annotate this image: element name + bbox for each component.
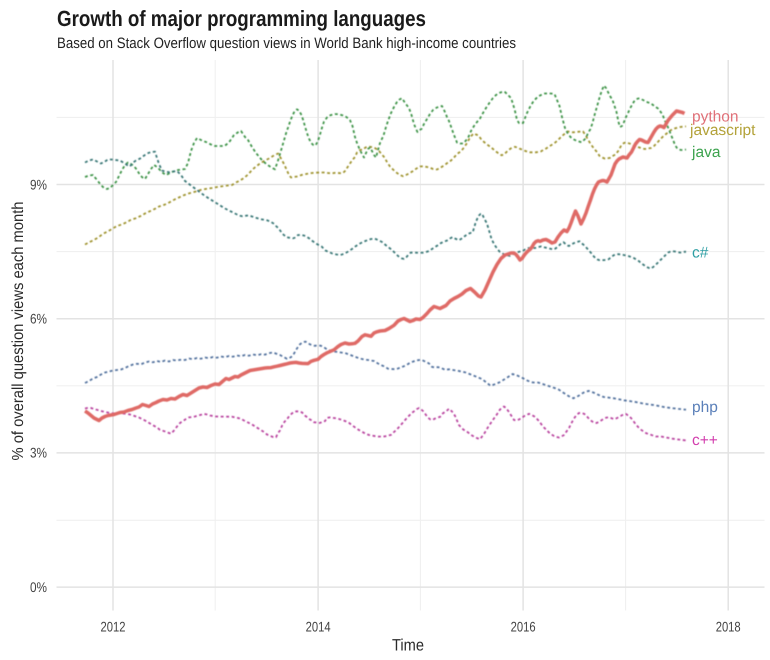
- svg-text:c#: c#: [692, 245, 709, 262]
- svg-text:Time: Time: [392, 637, 424, 655]
- svg-text:2012: 2012: [101, 619, 126, 635]
- svg-text:% of overall question views ea: % of overall question views each month: [10, 202, 27, 461]
- svg-text:python: python: [692, 109, 739, 126]
- svg-text:php: php: [692, 399, 718, 416]
- svg-text:Growth of major programming la: Growth of major programming languages: [57, 6, 426, 31]
- svg-text:3%: 3%: [30, 445, 47, 461]
- svg-text:0%: 0%: [30, 579, 47, 595]
- svg-text:2016: 2016: [511, 619, 536, 635]
- svg-text:Based on Stack Overflow questi: Based on Stack Overflow question views i…: [57, 35, 516, 52]
- svg-text:2014: 2014: [306, 619, 331, 635]
- svg-text:2018: 2018: [716, 619, 741, 635]
- svg-text:c++: c++: [692, 432, 718, 449]
- svg-text:6%: 6%: [30, 311, 47, 327]
- svg-text:java: java: [691, 144, 721, 161]
- svg-text:javascript: javascript: [689, 122, 756, 139]
- svg-text:9%: 9%: [30, 176, 47, 192]
